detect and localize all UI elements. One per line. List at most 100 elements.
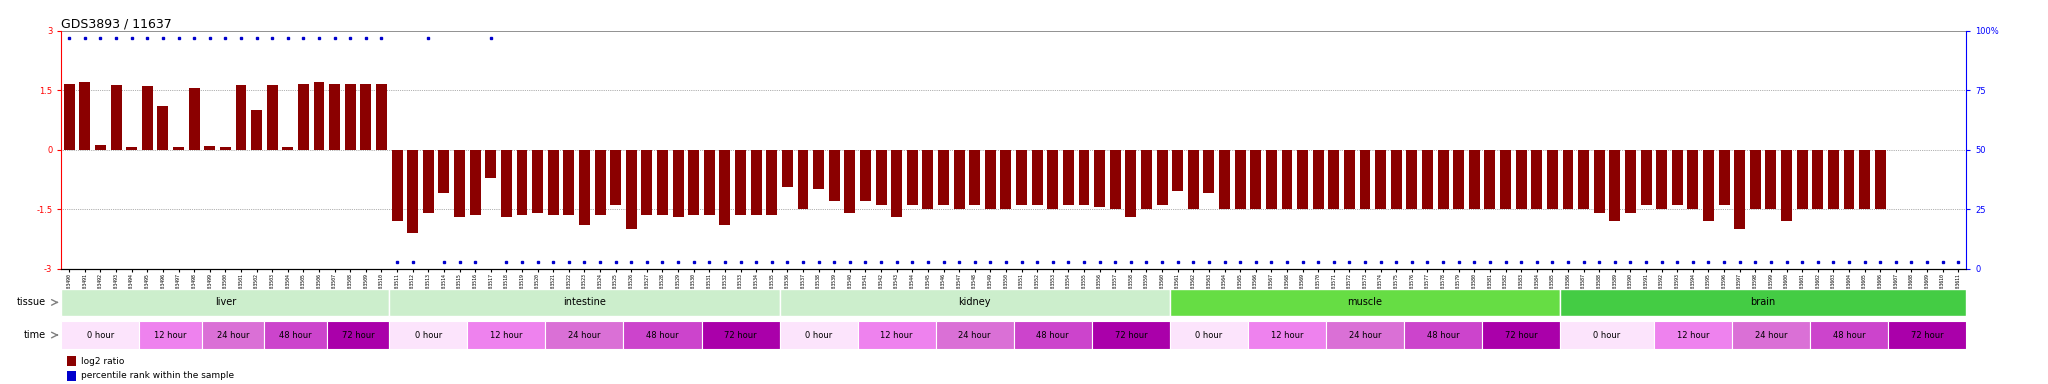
Bar [1888, 321, 1966, 349]
Bar [545, 321, 623, 349]
Bar [735, 150, 745, 215]
Bar [389, 321, 467, 349]
Bar [1079, 150, 1090, 205]
Text: log2 ratio: log2 ratio [82, 357, 125, 366]
Bar [780, 321, 858, 349]
Bar [469, 150, 481, 215]
Bar [502, 150, 512, 217]
Bar [936, 321, 1014, 349]
Bar [1438, 150, 1448, 209]
Text: 12 hour: 12 hour [489, 331, 522, 339]
Bar [1001, 150, 1012, 209]
Bar [283, 147, 293, 150]
Bar [1671, 150, 1683, 205]
Bar [688, 150, 698, 215]
Text: GDS3893 / 11637: GDS3893 / 11637 [61, 18, 172, 31]
Bar [1561, 321, 1655, 349]
Text: 48 hour: 48 hour [279, 331, 311, 339]
Text: brain: brain [1751, 297, 1776, 308]
Bar [594, 150, 606, 215]
Text: 72 hour: 72 hour [1911, 331, 1944, 339]
Bar [1157, 150, 1167, 205]
Bar [657, 150, 668, 215]
Bar [1407, 150, 1417, 209]
Bar [1235, 150, 1245, 209]
Bar [485, 150, 496, 177]
Text: 0 hour: 0 hour [1196, 331, 1223, 339]
Text: time: time [25, 330, 45, 340]
Bar [1561, 289, 1966, 316]
Bar [858, 321, 936, 349]
Bar [1188, 150, 1198, 209]
Bar [1860, 150, 1870, 209]
Bar [1247, 321, 1325, 349]
Text: 12 hour: 12 hour [881, 331, 913, 339]
Bar [1126, 150, 1137, 217]
Bar [1391, 150, 1401, 209]
Bar [1421, 150, 1434, 209]
Bar [1343, 150, 1356, 209]
Bar [188, 88, 199, 150]
Bar [61, 289, 389, 316]
Bar [844, 150, 856, 213]
Bar [1593, 150, 1606, 213]
Bar [1047, 150, 1059, 209]
Bar [1579, 150, 1589, 209]
Bar [1313, 150, 1323, 209]
Bar [563, 150, 573, 215]
Bar [422, 150, 434, 213]
Bar [1610, 150, 1620, 221]
Bar [174, 147, 184, 150]
Bar [139, 321, 203, 349]
Bar [672, 150, 684, 217]
Bar [455, 150, 465, 217]
Text: 48 hour: 48 hour [1036, 331, 1069, 339]
Bar [252, 110, 262, 150]
Text: muscle: muscle [1348, 297, 1382, 308]
Text: kidney: kidney [958, 297, 991, 308]
Text: 12 hour: 12 hour [1677, 331, 1710, 339]
Bar [1499, 150, 1511, 209]
Bar [1329, 150, 1339, 209]
Bar [389, 289, 780, 316]
Bar [1454, 150, 1464, 209]
Bar [1485, 150, 1495, 209]
Bar [610, 150, 621, 205]
Bar [264, 321, 328, 349]
Bar [813, 150, 823, 189]
Bar [1171, 150, 1184, 192]
Bar [1874, 150, 1886, 209]
Text: 72 hour: 72 hour [1505, 331, 1538, 339]
Bar [66, 356, 76, 366]
Bar [1532, 150, 1542, 209]
Bar [1563, 150, 1573, 209]
Text: percentile rank within the sample: percentile rank within the sample [82, 371, 233, 380]
Bar [1640, 150, 1651, 205]
Bar [391, 150, 403, 221]
Bar [1016, 150, 1026, 205]
Text: 12 hour: 12 hour [1270, 331, 1303, 339]
Text: 0 hour: 0 hour [414, 331, 442, 339]
Bar [330, 84, 340, 150]
Bar [1829, 150, 1839, 209]
Bar [985, 150, 995, 209]
Bar [829, 150, 840, 201]
Bar [141, 86, 154, 150]
Bar [1405, 321, 1483, 349]
Text: 24 hour: 24 hour [567, 331, 600, 339]
Text: tissue: tissue [16, 297, 45, 308]
Bar [203, 321, 264, 349]
Bar [1468, 150, 1481, 209]
Bar [1812, 150, 1823, 209]
Bar [1094, 150, 1106, 207]
Bar [1765, 150, 1776, 209]
Bar [158, 106, 168, 150]
Bar [1296, 150, 1309, 209]
Text: 24 hour: 24 hour [217, 331, 250, 339]
Bar [1092, 321, 1169, 349]
Bar [313, 82, 324, 150]
Text: 24 hour: 24 hour [1755, 331, 1788, 339]
Bar [702, 321, 780, 349]
Bar [1796, 150, 1808, 209]
Text: 24 hour: 24 hour [1350, 331, 1380, 339]
